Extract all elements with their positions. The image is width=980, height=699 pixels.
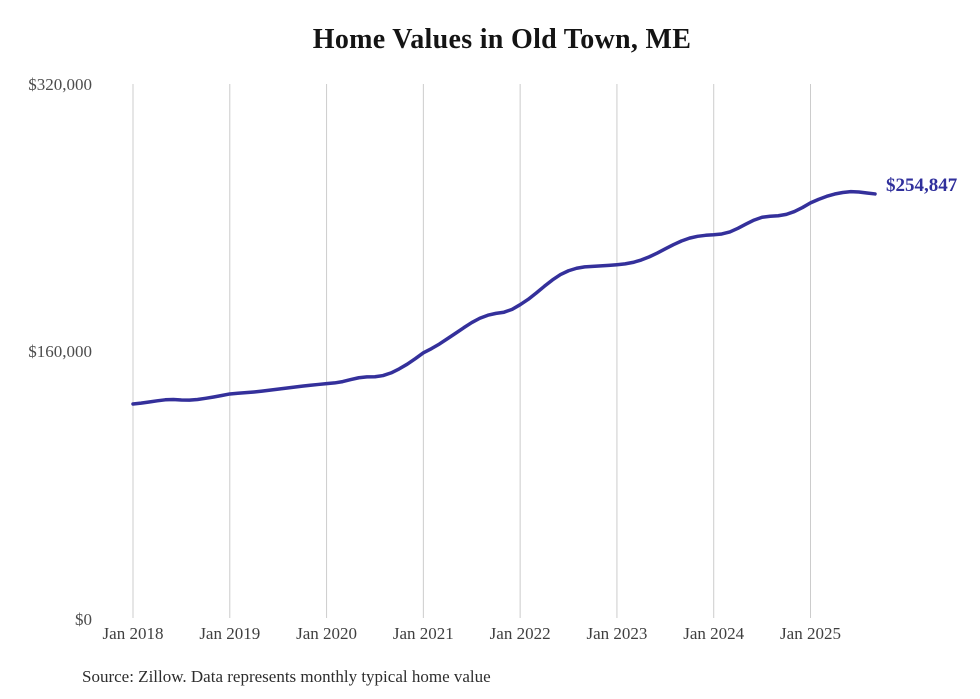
current-value-label: $254,847 — [886, 175, 958, 196]
x-axis-tick-jan-2020: Jan 2020 — [296, 624, 358, 643]
home-value-line-series — [131, 189, 877, 406]
y-axis-tick-160000: $160,000 — [28, 342, 92, 361]
x-axis-tick-jan-2019: Jan 2019 — [199, 624, 261, 643]
x-axis-tick-jan-2018: Jan 2018 — [102, 624, 164, 643]
x-axis-tick-jan-2023: Jan 2023 — [586, 624, 648, 643]
x-axis-tick-jan-2025: Jan 2025 — [780, 624, 841, 643]
y-axis-tick-320000: $320,000 — [28, 75, 92, 94]
source-note: Source: Zillow. Data represents monthly … — [82, 667, 491, 686]
x-axis-tick-jan-2021: Jan 2021 — [392, 624, 454, 643]
y-axis-tick-0: $0 — [75, 610, 92, 629]
x-axis-tick-jan-2022: Jan 2022 — [489, 624, 551, 643]
chart-title: Home Values in Old Town, ME — [312, 24, 692, 55]
x-axis-tick-jan-2024: Jan 2024 — [683, 624, 745, 643]
